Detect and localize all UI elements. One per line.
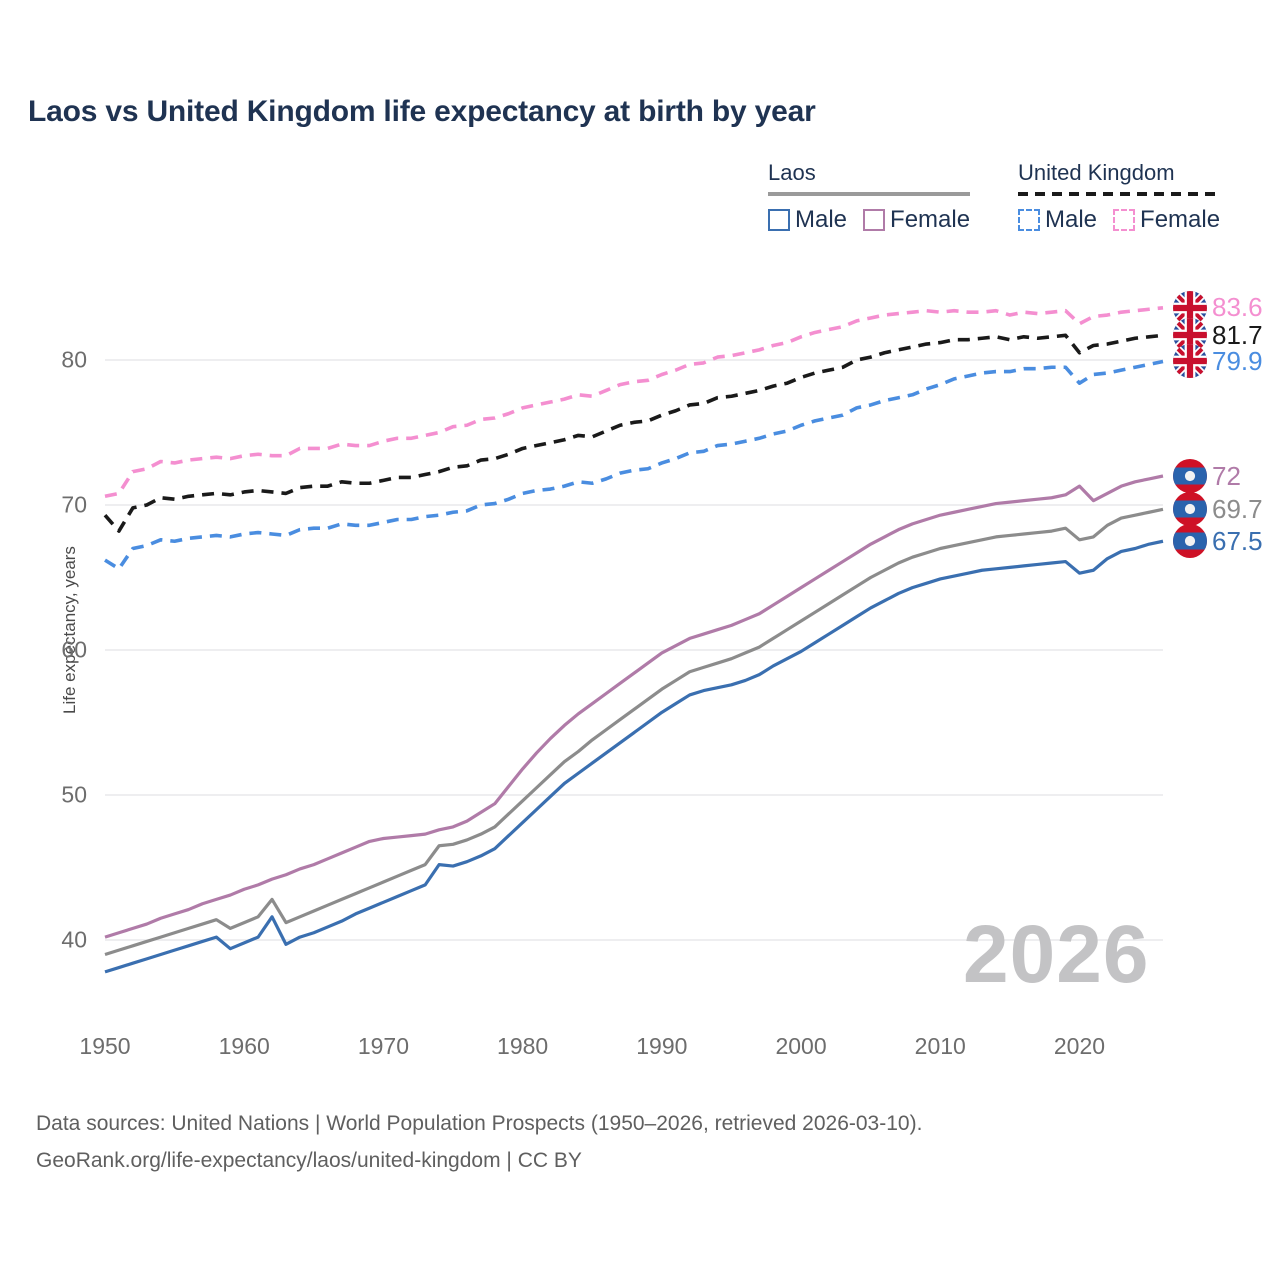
laos-flag-icon [1173, 459, 1207, 493]
series-line-laos-female [104, 474, 1164, 939]
legend-label-uk-male: Male [1045, 206, 1098, 233]
legend-underline-united-kingdom [1018, 192, 1221, 196]
y-tick-label-60: 60 [61, 636, 87, 663]
end-value-laos-male: 67.5 [1212, 525, 1263, 556]
legend-label-laos-female: Female [890, 206, 971, 233]
legend-item-uk-male[interactable]: Male [1018, 206, 1097, 234]
y-tick-label-70: 70 [61, 491, 87, 518]
end-value-uk-total: 81.7 [1212, 319, 1263, 350]
laos-flag-icon [1173, 524, 1207, 559]
end-label-laos-total: 69.7 [1173, 492, 1263, 527]
end-value-laos-total: 69.7 [1212, 493, 1263, 524]
y-tick-label-80: 80 [61, 346, 87, 373]
series-line-united-kingdom-female [104, 306, 1164, 499]
series-line-laos-male [104, 539, 1164, 974]
x-tick-label-1960: 1960 [218, 1033, 270, 1059]
footer-line-2: GeoRank.org/life-expectancy/laos/united-… [36, 1149, 582, 1172]
legend-group-laos: Laos Male Female [768, 160, 971, 234]
year-watermark: 2026 [963, 909, 1150, 1000]
legend-item-uk-female[interactable]: Female [1113, 206, 1220, 234]
y-tick-label-40: 40 [61, 926, 87, 953]
x-tick-label-1950: 1950 [79, 1033, 131, 1059]
page-title: Laos vs United Kingdom life expectancy a… [28, 95, 816, 128]
legend-item-laos-male[interactable]: Male [768, 206, 847, 234]
x-tick-label-1980: 1980 [497, 1033, 549, 1059]
legend-swatch-uk-female-icon [1113, 209, 1136, 231]
legend-group-title-laos: Laos [768, 160, 816, 185]
laos-flag-icon [1173, 492, 1207, 527]
end-label-uk-male: 79.9 [1173, 344, 1263, 379]
end-value-laos-female: 72 [1212, 460, 1241, 491]
end-label-laos-female: 72 [1173, 459, 1241, 493]
series-line-united-kingdom-both-sexes [103, 333, 1164, 533]
legend-underline-laos [768, 192, 971, 196]
legend-swatch-laos-male-icon [768, 209, 790, 231]
footer-line-1: Data sources: United Nations | World Pop… [36, 1112, 923, 1135]
chart-legend: Laos Male Female United Kingdom [760, 160, 1260, 240]
end-value-uk-male: 79.9 [1212, 345, 1263, 376]
series-line-united-kingdom-male [104, 359, 1164, 571]
x-tick-label-2010: 2010 [914, 1033, 966, 1059]
legend-label-laos-male: Male [795, 206, 848, 233]
legend-swatch-uk-male-icon [1018, 209, 1040, 231]
series-line-laos-both-sexes [104, 507, 1164, 957]
legend-swatch-laos-female-icon [863, 209, 886, 231]
legend-group-title-united-kingdom: United Kingdom [1018, 160, 1175, 185]
legend-group-united-kingdom: United Kingdom Male Female [1018, 160, 1221, 234]
x-tick-label-1990: 1990 [636, 1033, 688, 1059]
end-label-laos-male: 67.5 [1173, 524, 1263, 559]
x-tick-label-2020: 2020 [1053, 1033, 1106, 1059]
legend-item-laos-female[interactable]: Female [863, 206, 970, 234]
x-tick-label-2000: 2000 [775, 1033, 827, 1059]
end-value-uk-female: 83.6 [1212, 292, 1263, 323]
uk-flag-icon [1173, 344, 1207, 379]
x-tick-label-1970: 1970 [357, 1033, 409, 1059]
y-tick-label-50: 50 [61, 781, 87, 808]
footer-attribution: Data sources: United Nations | World Pop… [36, 1105, 922, 1179]
legend-label-uk-female: Female [1140, 206, 1221, 233]
